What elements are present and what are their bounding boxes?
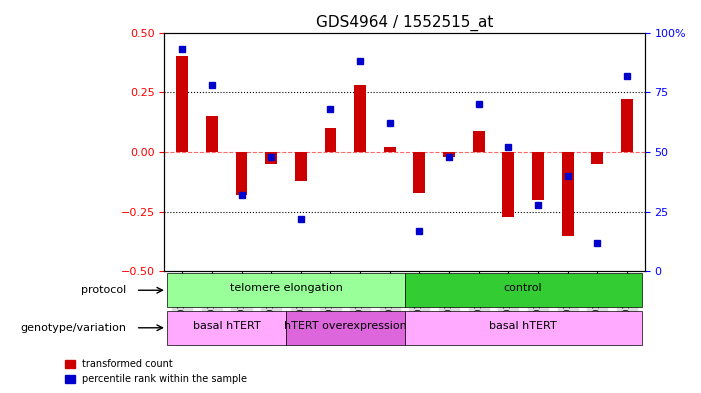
Legend: transformed count, percentile rank within the sample: transformed count, percentile rank withi… xyxy=(61,356,251,388)
Bar xyxy=(443,152,455,157)
Bar xyxy=(621,99,633,152)
Text: genotype/variation: genotype/variation xyxy=(20,323,126,333)
Bar xyxy=(592,152,603,164)
FancyBboxPatch shape xyxy=(404,311,641,345)
Bar xyxy=(265,152,277,164)
Bar xyxy=(325,128,336,152)
Bar xyxy=(236,152,247,195)
Text: telomere elongation: telomere elongation xyxy=(229,283,342,293)
Text: control: control xyxy=(504,283,543,293)
Bar xyxy=(295,152,307,181)
Bar xyxy=(503,152,515,217)
FancyBboxPatch shape xyxy=(404,274,641,307)
Title: GDS4964 / 1552515_at: GDS4964 / 1552515_at xyxy=(316,15,494,31)
Text: protocol: protocol xyxy=(81,285,126,295)
Bar xyxy=(414,152,426,193)
Text: basal hTERT: basal hTERT xyxy=(489,321,557,331)
FancyBboxPatch shape xyxy=(168,311,286,345)
Bar xyxy=(384,147,395,152)
FancyBboxPatch shape xyxy=(168,274,404,307)
Bar xyxy=(177,57,188,152)
Bar xyxy=(206,116,218,152)
FancyBboxPatch shape xyxy=(286,311,404,345)
Bar xyxy=(532,152,544,200)
Bar xyxy=(562,152,573,236)
Text: basal hTERT: basal hTERT xyxy=(193,321,261,331)
Bar xyxy=(472,130,484,152)
Text: hTERT overexpression: hTERT overexpression xyxy=(284,321,407,331)
Bar xyxy=(354,85,366,152)
